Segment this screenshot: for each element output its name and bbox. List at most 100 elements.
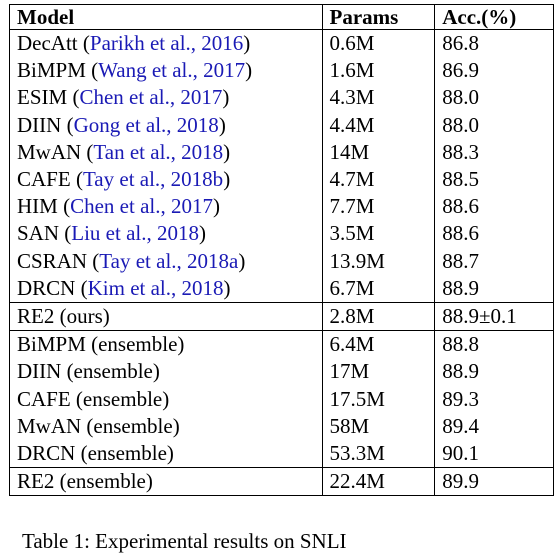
- model-name: RE2 (ours): [17, 303, 110, 328]
- model-cell: CSRAN (Tay et al., 2018a): [9, 247, 323, 275]
- accuracy-cell: 88.8: [434, 330, 554, 359]
- model-name: DIIN: [17, 112, 62, 137]
- params-cell: 6.7M: [321, 274, 436, 303]
- citation-link[interactable]: Liu et al., 2018: [71, 221, 199, 246]
- table-row: DecAtt (Parikh et al., 2016) 0.6M 86.8: [9, 29, 554, 58]
- model-name: SAN: [17, 221, 60, 246]
- params-cell: 53.3M: [321, 439, 436, 468]
- accuracy-cell: 88.5: [434, 165, 554, 194]
- accuracy-cell: 89.4: [434, 412, 554, 440]
- accuracy-cell: 88.9: [434, 274, 554, 303]
- citation-link[interactable]: Chen et al., 2017: [70, 194, 213, 219]
- table-row: MwAN (ensemble) 58M 89.4: [9, 412, 554, 440]
- model-name: CAFE (ensemble): [17, 386, 170, 411]
- citation-link[interactable]: Chen et al., 2017: [79, 85, 223, 110]
- accuracy-cell: 88.6: [434, 193, 554, 221]
- table-row: HIM (Chen et al., 2017) 7.7M 88.6: [9, 193, 554, 221]
- table-row: ESIM (Chen et al., 2017) 4.3M 88.0: [9, 84, 554, 112]
- accuracy-cell: 88.0: [434, 84, 554, 112]
- model-name: DIIN (ensemble): [17, 359, 160, 384]
- model-cell: BiMPM (Wang et al., 2017): [9, 57, 323, 85]
- table-row: DIIN (ensemble) 17M 88.9: [9, 358, 554, 386]
- accuracy-cell: 89.9: [434, 467, 554, 496]
- model-cell: MwAN (ensemble): [9, 412, 323, 440]
- model-cell: DRCN (Kim et al., 2018): [9, 274, 323, 303]
- params-cell: 6.4M: [321, 330, 436, 359]
- table-row: BiMPM (Wang et al., 2017) 1.6M 86.9: [9, 57, 554, 85]
- model-name: ESIM: [17, 85, 68, 110]
- model-name: MwAN: [17, 139, 82, 164]
- model-cell: ESIM (Chen et al., 2017): [9, 84, 323, 112]
- params-cell: 4.3M: [321, 84, 436, 112]
- table-row: DIIN (Gong et al., 2018) 4.4M 88.0: [9, 111, 554, 139]
- model-name: BiMPM (ensemble): [17, 332, 185, 357]
- table-row: MwAN (Tan et al., 2018) 14M 88.3: [9, 138, 554, 166]
- params-cell: 0.6M: [321, 29, 436, 58]
- accuracy-cell: 90.1: [434, 439, 554, 468]
- model-name: DecAtt: [17, 31, 78, 56]
- table-row: RE2 (ensemble) 22.4M 89.9: [9, 467, 554, 496]
- accuracy-cell: 88.3: [434, 138, 554, 166]
- params-cell: 7.7M: [321, 193, 436, 221]
- model-name: BiMPM: [17, 58, 86, 83]
- accuracy-cell: 89.3: [434, 385, 554, 413]
- citation-link[interactable]: Gong et al., 2018: [73, 112, 219, 137]
- header-model: Model: [9, 4, 323, 30]
- model-name: HIM: [17, 194, 58, 219]
- results-table: Model Params Acc.(%) DecAtt (Parikh et a…: [9, 4, 554, 496]
- params-cell: 14M: [321, 138, 436, 166]
- header-params: Params: [321, 4, 436, 30]
- citation-link[interactable]: Tay et al., 2018b: [82, 167, 224, 192]
- citation-link[interactable]: Kim et al., 2018: [87, 275, 224, 300]
- table-header-row: Model Params Acc.(%): [9, 4, 554, 30]
- accuracy-cell: 88.6: [434, 220, 554, 248]
- citation-link[interactable]: Parikh et al., 2016: [89, 31, 244, 56]
- params-cell: 4.4M: [321, 111, 436, 139]
- params-cell: 22.4M: [321, 467, 436, 496]
- model-cell: RE2 (ensemble): [9, 467, 323, 496]
- table-row: DRCN (Kim et al., 2018) 6.7M 88.9: [9, 274, 554, 303]
- accuracy-cell: 88.7: [434, 247, 554, 275]
- model-cell: RE2 (ours): [9, 302, 323, 331]
- table-row: DRCN (ensemble) 53.3M 90.1: [9, 439, 554, 468]
- accuracy-cell: 88.9: [434, 358, 554, 386]
- model-name: DRCN: [17, 275, 76, 300]
- header-accuracy: Acc.(%): [434, 4, 554, 30]
- model-cell: SAN (Liu et al., 2018): [9, 220, 323, 248]
- table-row: RE2 (ours) 2.8M 88.9±0.1: [9, 302, 554, 331]
- model-name: CAFE: [17, 167, 71, 192]
- params-cell: 4.7M: [321, 165, 436, 194]
- params-cell: 17M: [321, 358, 436, 386]
- table-row: CSRAN (Tay et al., 2018a) 13.9M 88.7: [9, 247, 554, 275]
- table-row: CAFE (ensemble) 17.5M 89.3: [9, 385, 554, 413]
- model-cell: BiMPM (ensemble): [9, 330, 323, 359]
- accuracy-cell: 86.8: [434, 29, 554, 58]
- model-cell: DRCN (ensemble): [9, 439, 323, 468]
- table-body: DecAtt (Parikh et al., 2016) 0.6M 86.8 BiMP…: [9, 29, 554, 496]
- model-cell: DecAtt (Parikh et al., 2016): [9, 29, 323, 58]
- accuracy-cell: 88.9±0.1: [434, 302, 554, 331]
- model-name: MwAN (ensemble): [17, 413, 180, 438]
- model-cell: DIIN (ensemble): [9, 358, 323, 386]
- params-cell: 1.6M: [321, 57, 436, 85]
- model-name: DRCN (ensemble): [17, 440, 174, 465]
- model-cell: CAFE (Tay et al., 2018b): [9, 165, 323, 194]
- model-name: RE2 (ensemble): [17, 469, 153, 494]
- model-name: CSRAN: [17, 248, 88, 273]
- table-row: BiMPM (ensemble) 6.4M 88.8: [9, 330, 554, 359]
- params-cell: 3.5M: [321, 220, 436, 248]
- params-cell: 17.5M: [321, 385, 436, 413]
- table-row: SAN (Liu et al., 2018) 3.5M 88.6: [9, 220, 554, 248]
- model-cell: MwAN (Tan et al., 2018): [9, 138, 323, 166]
- citation-link[interactable]: Tay et al., 2018a: [99, 248, 239, 273]
- params-cell: 2.8M: [321, 302, 436, 331]
- accuracy-cell: 88.0: [434, 111, 554, 139]
- accuracy-cell: 86.9: [434, 57, 554, 85]
- citation-link[interactable]: Wang et al., 2017: [98, 58, 246, 83]
- params-cell: 13.9M: [321, 247, 436, 275]
- model-cell: CAFE (ensemble): [9, 385, 323, 413]
- citation-link[interactable]: Tan et al., 2018: [93, 139, 224, 164]
- model-cell: HIM (Chen et al., 2017): [9, 193, 323, 221]
- table-row: CAFE (Tay et al., 2018b) 4.7M 88.5: [9, 165, 554, 194]
- params-cell: 58M: [321, 412, 436, 440]
